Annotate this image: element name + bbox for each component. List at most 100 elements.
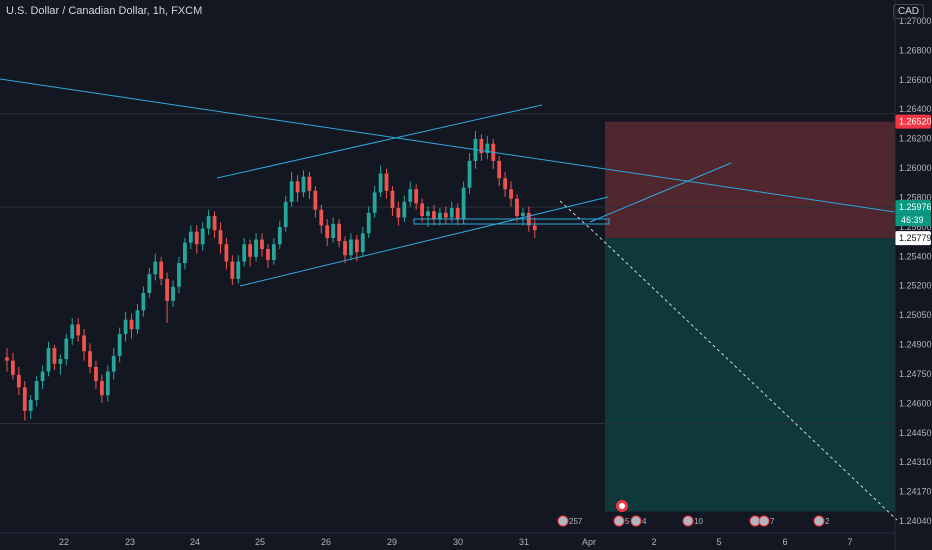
candle-body [295,181,300,193]
candle-body [521,212,525,216]
x-tick-label: 31 [519,537,529,547]
candle [22,381,27,421]
candle-body [159,261,164,279]
candle [319,204,324,234]
candle [16,366,21,396]
candle [188,225,193,249]
candle-body [390,190,395,209]
candle [11,352,15,380]
candle [360,226,365,257]
candle [402,195,407,223]
candle-body [325,225,330,238]
candle [236,255,241,284]
candle [28,395,33,419]
chart-title[interactable]: U.S. Dollar / Canadian Dollar, 1h, FXCM [6,5,203,17]
x-tick-label: 25 [255,537,265,547]
candle [503,171,508,198]
candle-body [105,371,110,396]
candle-body [366,212,371,234]
candle-body [34,381,39,400]
candle [242,237,247,267]
candle-body [194,231,199,245]
target-price-label-bg [895,114,931,129]
candle [194,225,199,254]
x-tick-label: 26 [321,537,331,547]
candle [129,313,134,339]
flag-icon [813,515,825,527]
candle-body [28,399,33,411]
candle-body [16,374,21,388]
entry-price-label-bg [895,231,931,246]
candle [34,376,39,407]
y-tick-label: 1.24040 [899,516,932,526]
candle-body [443,212,448,218]
candle-body [76,324,81,336]
current-price-label-bg [895,200,931,215]
y-tick-label: 1.26400 [899,104,932,114]
x-tick-label: 30 [453,537,463,547]
y-tick-label: 1.25400 [899,251,932,261]
event-marker-flag [682,515,694,527]
candle [212,211,217,238]
candle [123,311,128,342]
x-tick-label: 23 [125,537,135,547]
candle-body [485,143,490,154]
event-count: 10 [694,517,703,526]
candle-body [188,231,193,243]
take-profit-zone [605,238,895,512]
candle [248,239,253,267]
candle [94,360,98,389]
channel-upper-line [216,104,543,179]
candle [301,170,306,198]
candle [509,181,513,207]
stop-loss-zone [605,121,895,239]
y-tick-label: 1.24900 [899,340,932,350]
candle [390,186,395,216]
candle-body [467,160,472,188]
candle [437,208,442,226]
candle [165,272,170,323]
candle [289,171,294,207]
candle [64,333,69,366]
candle [266,244,270,268]
y-tick-label: 1.25050 [899,310,932,320]
candle-body [129,319,134,330]
candle [307,171,312,199]
current-price-label-extra-bg [895,214,931,227]
x-tick-label: 29 [387,537,397,547]
projected-path [559,200,898,521]
candle-body [254,239,258,257]
candle-body [236,261,241,279]
currency-button[interactable]: CAD [892,4,924,19]
candle-body [46,348,51,372]
target-price-label: 1.26520 [899,117,932,127]
event-marker-flag [813,515,825,527]
candle-body [141,293,146,311]
candle [218,222,223,254]
candle-body [88,351,92,367]
candle-body [432,211,436,220]
y-tick-label: 1.26200 [899,134,932,144]
candle [331,217,336,243]
candle [372,186,377,218]
candle-body [503,178,508,190]
candle-body [402,201,407,218]
y-tick-label: 1.26800 [899,45,932,55]
candle-body [5,357,9,361]
candle-body [319,209,324,226]
candle-body [70,324,75,339]
candle [117,327,122,363]
candle [283,195,288,232]
candle-body [437,212,442,220]
candle-body [461,187,466,220]
candle [5,348,9,372]
candle [325,219,330,246]
projection-line [589,162,732,223]
candle [337,219,341,248]
y-tick-label: 1.25800 [899,192,932,202]
candle [354,234,359,262]
candle [479,134,484,161]
candle [200,222,205,251]
